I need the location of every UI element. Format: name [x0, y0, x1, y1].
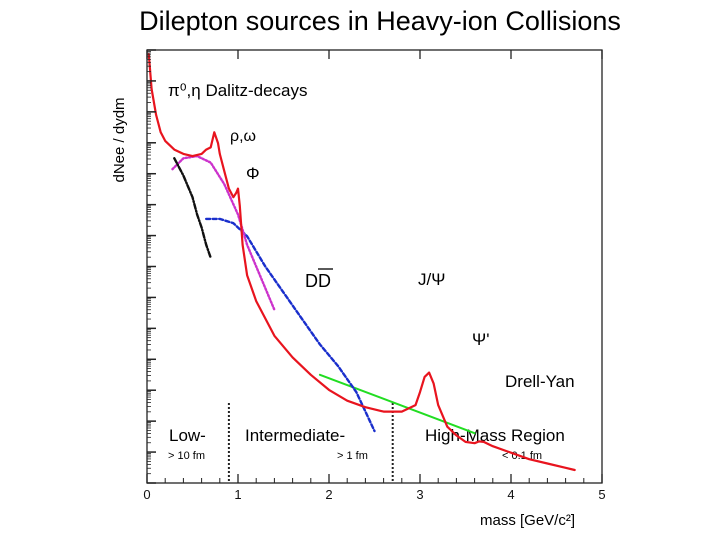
x-tick-label: 1 [234, 487, 241, 502]
x-tick-label: 3 [416, 487, 423, 502]
slide-title: Dilepton sources in Heavy-ion Collisions [139, 6, 621, 36]
region-high-label: High-Mass Region [425, 426, 565, 445]
series-charm-DD-line [205, 217, 376, 433]
series-total-line [147, 53, 576, 472]
annotation-phi: Φ [246, 164, 260, 183]
series-vector-meson-line [171, 154, 276, 311]
plot-frame [146, 49, 603, 484]
x-tick-label: 2 [325, 487, 332, 502]
region-intermediate-label: Intermediate- [245, 426, 345, 445]
x-tick-label: 0 [143, 487, 150, 502]
x-tick-label: 5 [598, 487, 605, 502]
series-dalitz-line [173, 157, 212, 259]
annotation-dalitz: π⁰,η Dalitz-decays [168, 81, 307, 100]
y-axis-title: dNee / dydm [111, 97, 128, 182]
annotation-rho-omega: ρ,ω [230, 128, 256, 145]
region-low-label: Low- [169, 426, 206, 445]
annotation-jpsi: J/Ψ [418, 270, 445, 289]
x-tick-label: 4 [507, 487, 514, 502]
x-axis-title: mass [GeV/c²] [480, 512, 575, 529]
region-low-sub: > 10 fm [168, 450, 205, 462]
series-drell-yan-line [318, 373, 476, 435]
annotation-dd: DD [305, 271, 331, 291]
annotation-drell-yan: Drell-Yan [505, 372, 575, 391]
annotation-psi-prime: Ψ' [472, 330, 489, 349]
region-intermediate-sub: > 1 fm [337, 450, 368, 462]
